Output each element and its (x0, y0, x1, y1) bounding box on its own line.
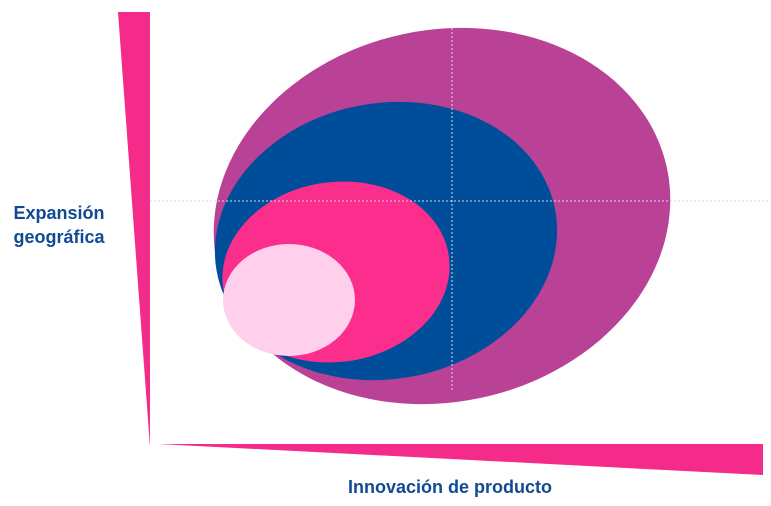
x-axis-label: Innovación de producto (347, 477, 552, 497)
y-axis-label: Expansión geográfica (4, 201, 114, 249)
y-axis-label-line2: geográfica (13, 227, 105, 247)
core-ellipse (223, 244, 355, 356)
y-axis-label-line1: Expansión (13, 203, 105, 223)
y-axis-wedge (118, 12, 150, 447)
x-axis-wedge (158, 444, 763, 475)
